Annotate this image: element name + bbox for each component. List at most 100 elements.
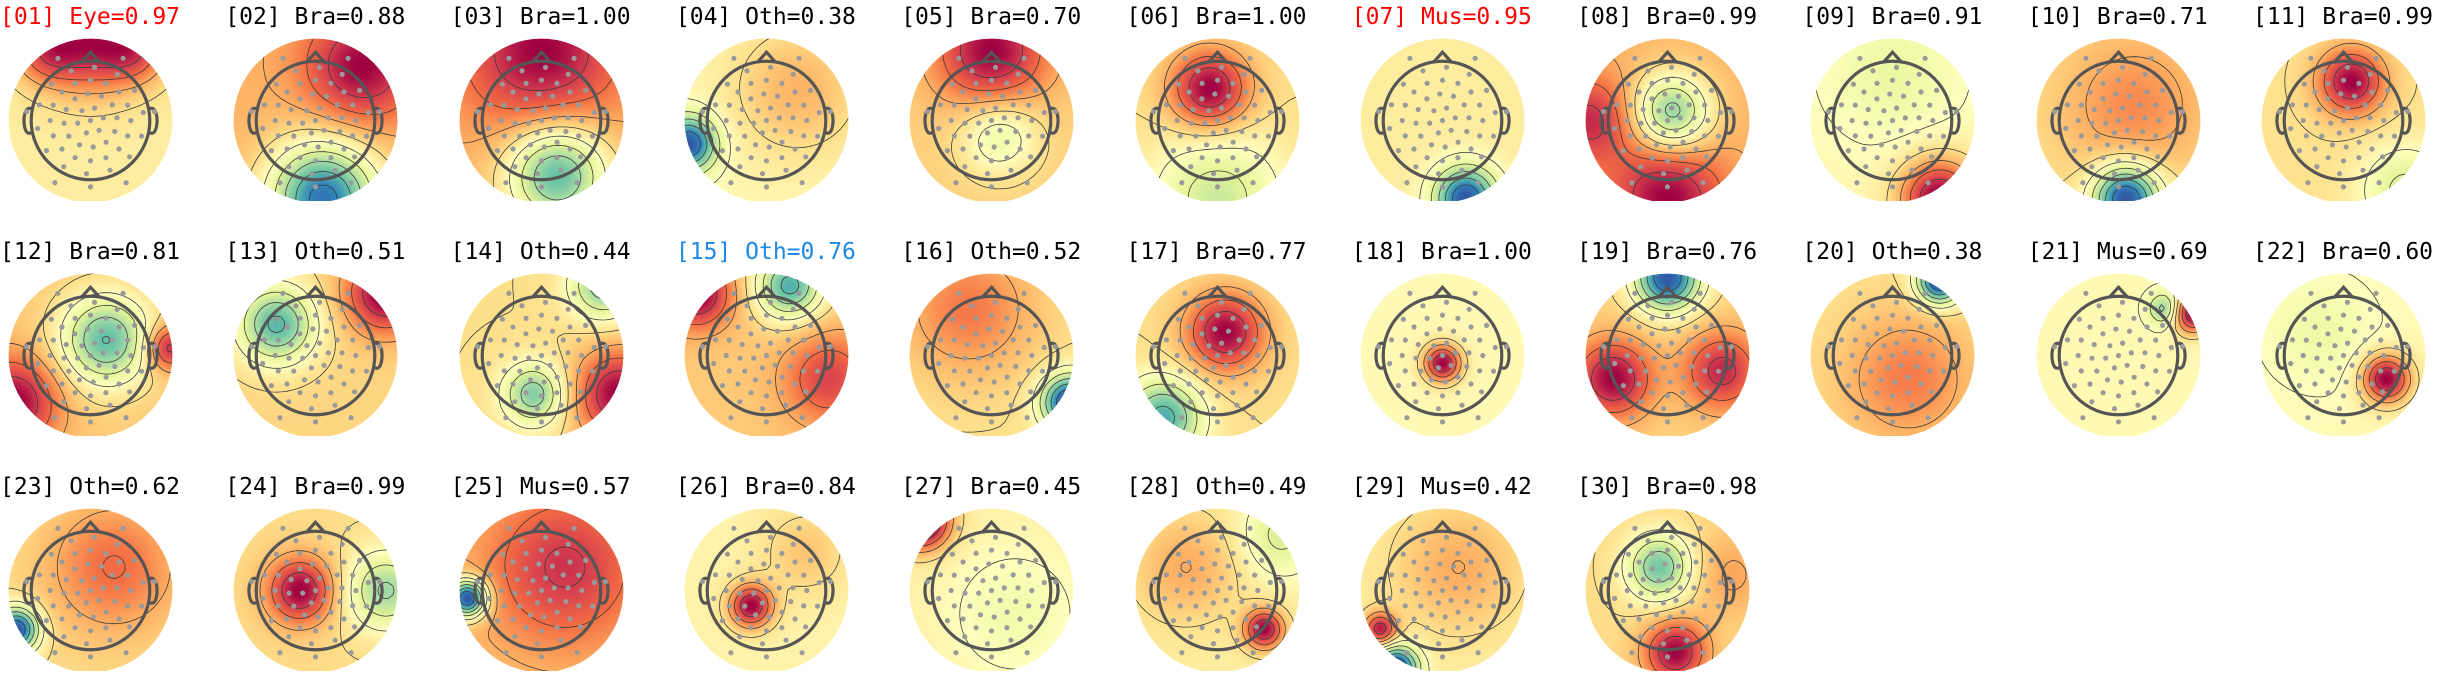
nose-outline <box>530 284 552 299</box>
electrode-dot <box>501 368 507 374</box>
electrode-dot <box>328 155 334 161</box>
electrode-dot <box>511 164 517 170</box>
electrode-dot <box>1163 337 1169 343</box>
electrode-dot <box>1024 415 1030 421</box>
electrode-dot <box>1177 368 1183 374</box>
electrode-dot <box>993 340 999 346</box>
electrode-dot <box>1236 102 1242 108</box>
electrode-dot <box>61 399 67 405</box>
electrode-dot <box>560 572 566 578</box>
electrode-dot <box>1664 393 1671 399</box>
electrode-dot <box>735 146 741 152</box>
electrode-dot <box>1436 561 1443 567</box>
electrode-dot <box>1684 637 1690 643</box>
electrode-dot <box>357 557 363 563</box>
nose-outline <box>1206 49 1228 64</box>
electrode-dot <box>1415 106 1421 113</box>
electrode-dot <box>1187 355 1194 361</box>
electrodes <box>1150 525 1284 660</box>
electrode-dot <box>1439 419 1445 425</box>
electrode-dot <box>1662 561 1668 567</box>
electrode-dot <box>2151 415 2157 421</box>
electrode-dot <box>328 550 334 556</box>
electrode-dot <box>547 597 553 603</box>
electrode-dot <box>1638 164 1644 170</box>
topomap-cell: [12] Bra=0.81 <box>0 237 225 463</box>
electrode-dot <box>1411 616 1417 622</box>
electrode-dot <box>973 80 979 86</box>
electrode-dot <box>1863 120 1869 126</box>
electrode-dot <box>112 598 118 605</box>
electrode-dot <box>735 381 741 387</box>
electrode-dot <box>128 352 134 359</box>
electrode-dot <box>1881 343 1887 349</box>
head-outline <box>254 59 377 182</box>
electrode-dot <box>2115 352 2121 359</box>
electrode-dot <box>2115 393 2121 399</box>
electrode-dot <box>523 390 529 396</box>
electrode-dot <box>1424 390 1430 396</box>
electrode-dot <box>2385 87 2391 93</box>
electrode-dot <box>2319 368 2325 374</box>
electrode-dot <box>1717 579 1723 586</box>
head-outline <box>1381 59 1504 182</box>
electrode-dot <box>728 180 734 186</box>
electrode-dot <box>2091 341 2097 348</box>
electrode-dot <box>1914 363 1920 370</box>
electrode-dot <box>297 155 303 161</box>
electrode-dot <box>1927 368 1933 374</box>
electrode-dot <box>1218 105 1224 111</box>
electrode-dot <box>523 550 529 556</box>
electrode-dot <box>1265 368 1271 374</box>
electrode-dot <box>2356 374 2362 380</box>
electrode-dot <box>1223 127 1229 133</box>
nose-outline <box>2107 284 2129 299</box>
electrode-dot <box>50 572 56 578</box>
electrode-dot <box>116 324 122 330</box>
electrode-dot <box>767 64 773 70</box>
electrode-dot <box>2128 115 2134 121</box>
electrode-dot <box>1905 315 1911 321</box>
electrode-dot <box>1649 625 1655 631</box>
electrode-dot <box>2111 130 2117 136</box>
electrode-dot <box>1930 117 1936 124</box>
electrode-dot <box>951 603 958 609</box>
electrode-dot <box>1853 337 1859 343</box>
nose-outline <box>981 284 1002 299</box>
electrode-dot <box>297 550 303 556</box>
electrode-dot <box>562 363 568 370</box>
electrode-dot <box>313 393 319 399</box>
electrode-dot <box>151 109 158 115</box>
electrode-dot <box>501 603 507 609</box>
electrode-dot <box>1466 71 1472 77</box>
electrode-dot <box>36 337 43 343</box>
electrode-dot <box>575 133 581 139</box>
electrode-dot <box>66 133 72 139</box>
electrode-dot <box>1442 144 1448 150</box>
electrode-dot <box>2137 337 2143 343</box>
electrode-dot <box>1439 654 1445 660</box>
electrode-dot <box>1894 64 1900 70</box>
electrode-dot <box>1849 352 1856 359</box>
electrode-dot <box>2078 368 2084 374</box>
electrode-dot <box>565 306 571 312</box>
electrode-dot <box>1612 595 1618 602</box>
electrode-dot <box>1247 290 1253 296</box>
electrode-dot <box>731 525 737 531</box>
electrodes <box>1150 290 1284 425</box>
electrode-dot <box>735 324 741 330</box>
electrode-dot <box>1004 155 1010 161</box>
electrode-dot <box>1455 139 1461 145</box>
electrode-dot <box>1225 328 1231 334</box>
electrode-dot <box>2340 312 2347 318</box>
electrode-dot <box>737 634 743 640</box>
electrode-dot <box>1677 115 1683 121</box>
electrode-dot <box>1697 290 1703 296</box>
electrode-dot <box>1861 324 1867 330</box>
electrode-dot <box>1693 616 1699 622</box>
electrode-dot <box>578 587 584 594</box>
electrode-dot <box>766 379 772 385</box>
electrode-dot <box>92 340 98 346</box>
topomap-svg <box>233 38 398 201</box>
electrode-dot <box>1424 550 1430 556</box>
